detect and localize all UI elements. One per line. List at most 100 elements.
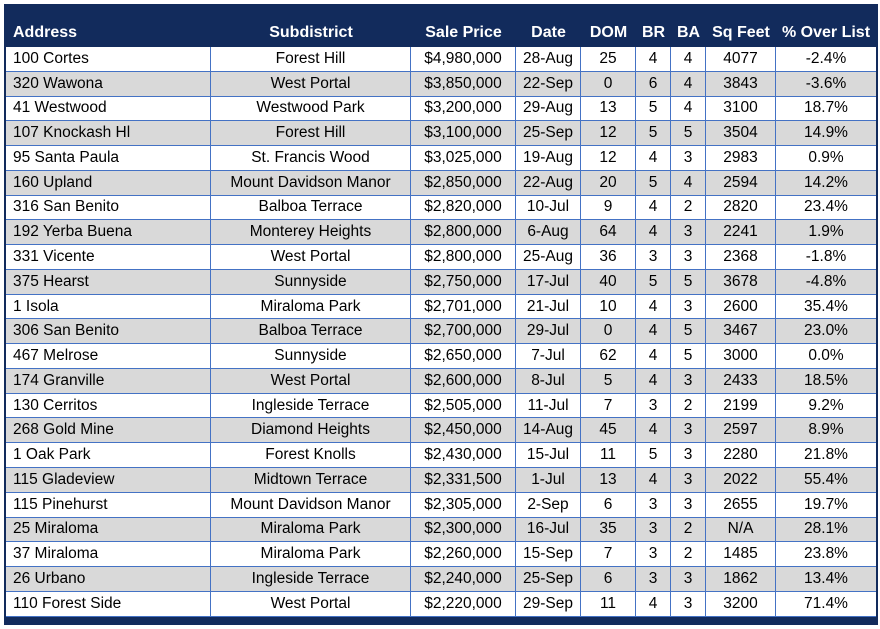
column-header-br: BR	[641, 24, 666, 41]
cell-address: 25 Miraloma	[6, 517, 211, 543]
cell-address: 1 Oak Park	[6, 443, 211, 469]
cell-pct-over-list: 1.9%	[776, 220, 876, 246]
cell-sq-feet: 2368	[706, 245, 776, 270]
cell-pct-over-list: -3.6%	[776, 72, 876, 97]
cell-pct-over-list: -2.4%	[776, 47, 876, 72]
cell-dom: 62	[581, 344, 636, 369]
cell-address: 100 Cortes	[6, 47, 211, 72]
cell-subdistrict: St. Francis Wood	[211, 146, 411, 171]
cell-sq-feet: N/A	[706, 517, 776, 543]
cell-address: 320 Wawona	[6, 71, 211, 97]
cell-br: 3	[636, 542, 671, 568]
cell-dom: 11	[581, 591, 636, 617]
table-row: 306 San Benito Balboa Terrace $2,700,000…	[6, 319, 876, 345]
cell-ba: 3	[671, 567, 706, 592]
table-row: 110 Forest Side West Portal $2,220,000 2…	[6, 591, 876, 617]
cell-address: 268 Gold Mine	[6, 418, 211, 444]
cell-subdistrict: Monterey Heights	[211, 220, 411, 246]
cell-date: 29-Sep	[516, 591, 581, 617]
cell-sq-feet: 2655	[706, 492, 776, 518]
cell-pct-over-list: 21.8%	[776, 443, 876, 469]
cell-sq-feet: 3678	[706, 269, 776, 295]
cell-sq-feet: 1862	[706, 567, 776, 592]
cell-dom: 64	[581, 220, 636, 246]
cell-br: 6	[636, 71, 671, 97]
cell-dom: 12	[581, 146, 636, 171]
cell-sq-feet: 3504	[706, 121, 776, 147]
cell-ba: 3	[671, 146, 706, 171]
cell-sale-price: $2,305,000	[411, 492, 516, 518]
column-header-sq-feet: Sq Feet	[712, 24, 770, 41]
cell-br: 4	[636, 47, 671, 72]
cell-br: 5	[636, 269, 671, 295]
cell-address: 41 Westwood	[6, 96, 211, 122]
cell-sale-price: $2,331,500	[411, 468, 516, 493]
table-row: 107 Knockash Hl Forest Hill $3,100,000 2…	[6, 121, 876, 147]
cell-sq-feet: 2597	[706, 418, 776, 444]
cell-ba: 5	[671, 319, 706, 345]
cell-ba: 4	[671, 47, 706, 72]
cell-dom: 5	[581, 368, 636, 394]
column-header-pct-over-list: % Over List	[781, 24, 871, 41]
cell-date: 17-Jul	[516, 269, 581, 295]
cell-subdistrict: Diamond Heights	[211, 418, 411, 444]
cell-address: 316 San Benito	[6, 195, 211, 221]
cell-ba: 2	[671, 542, 706, 568]
cell-ba: 3	[671, 591, 706, 617]
cell-address: 110 Forest Side	[6, 591, 211, 617]
cell-dom: 7	[581, 542, 636, 568]
cell-dom: 0	[581, 71, 636, 97]
cell-subdistrict: Forest Hill	[211, 121, 411, 147]
cell-dom: 25	[581, 47, 636, 72]
cell-sq-feet: 2199	[706, 393, 776, 419]
cell-sq-feet: 2594	[706, 170, 776, 196]
cell-ba: 2	[671, 517, 706, 543]
cell-date: 7-Jul	[516, 344, 581, 369]
cell-sq-feet: 2022	[706, 468, 776, 493]
cell-sale-price: $2,220,000	[411, 591, 516, 617]
cell-dom: 9	[581, 195, 636, 221]
cell-dom: 0	[581, 319, 636, 345]
table-row: 192 Yerba Buena Monterey Heights $2,800,…	[6, 220, 876, 246]
cell-sale-price: $2,260,000	[411, 542, 516, 568]
table-row: 160 Upland Mount Davidson Manor $2,850,0…	[6, 170, 876, 196]
table-bottom-border	[6, 616, 876, 625]
cell-br: 3	[636, 393, 671, 419]
cell-ba: 4	[671, 96, 706, 122]
cell-pct-over-list: -1.8%	[776, 245, 876, 270]
cell-sale-price: $2,505,000	[411, 393, 516, 419]
cell-ba: 3	[671, 418, 706, 444]
cell-sq-feet: 1485	[706, 542, 776, 568]
cell-ba: 3	[671, 492, 706, 518]
cell-sale-price: $2,600,000	[411, 368, 516, 394]
table-row: 100 Cortes Forest Hill $4,980,000 28-Aug…	[6, 47, 876, 72]
cell-br: 4	[636, 368, 671, 394]
cell-sq-feet: 2241	[706, 220, 776, 246]
cell-sale-price: $2,850,000	[411, 170, 516, 196]
table-header-row: Address Subdistrict Sale Price Date DOM …	[6, 4, 876, 47]
table-row: 37 Miraloma Miraloma Park $2,260,000 15-…	[6, 542, 876, 568]
cell-br: 4	[636, 294, 671, 320]
cell-date: 19-Aug	[516, 146, 581, 171]
cell-pct-over-list: 23.4%	[776, 196, 876, 221]
cell-dom: 6	[581, 567, 636, 592]
cell-dom: 35	[581, 517, 636, 543]
cell-pct-over-list: 13.4%	[776, 567, 876, 592]
cell-br: 4	[636, 468, 671, 493]
cell-subdistrict: Miraloma Park	[211, 517, 411, 543]
cell-dom: 11	[581, 443, 636, 469]
cell-date: 1-Jul	[516, 468, 581, 493]
cell-sq-feet: 3000	[706, 344, 776, 369]
cell-subdistrict: Miraloma Park	[211, 294, 411, 320]
cell-sq-feet: 3843	[706, 71, 776, 97]
cell-ba: 5	[671, 344, 706, 369]
cell-dom: 6	[581, 492, 636, 518]
cell-date: 21-Jul	[516, 294, 581, 320]
cell-ba: 5	[671, 121, 706, 147]
cell-pct-over-list: 71.4%	[776, 592, 876, 617]
cell-date: 16-Jul	[516, 517, 581, 543]
cell-ba: 3	[671, 368, 706, 394]
cell-subdistrict: Mount Davidson Manor	[211, 492, 411, 518]
cell-address: 331 Vicente	[6, 245, 211, 270]
cell-br: 3	[636, 517, 671, 543]
